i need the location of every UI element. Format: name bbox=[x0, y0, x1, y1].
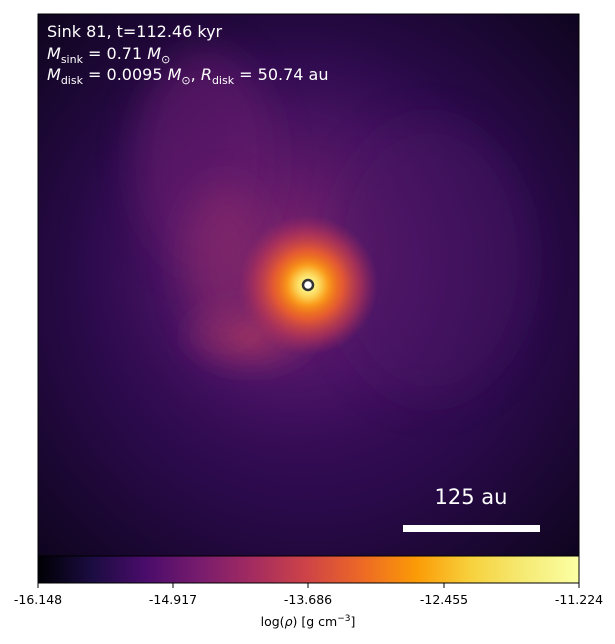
colorbar-tick-label: -16.148 bbox=[14, 592, 62, 607]
colorbar-tick-label: -12.455 bbox=[420, 592, 468, 607]
colorbar bbox=[37, 555, 580, 584]
colorbar-tick-label: -13.686 bbox=[284, 592, 332, 607]
colorbar-tick-label: -14.917 bbox=[149, 592, 197, 607]
annotation-line-1: Sink 81, t=112.46 kyr bbox=[47, 22, 223, 41]
annotation-line-3: Mdisk = 0.0095 M⊙, Rdisk = 50.74 au bbox=[47, 65, 329, 87]
colorbar-label: log(ρ) [g cm−3] bbox=[261, 614, 356, 629]
sink-marker bbox=[301, 278, 315, 292]
density-map bbox=[38, 14, 579, 556]
colorbar-ticks: -16.148 -14.917 -13.686 -12.455 -11.224 bbox=[14, 583, 603, 607]
scale-bar bbox=[403, 525, 540, 532]
scale-bar-label: 125 au bbox=[435, 485, 508, 509]
annotation-line-2: Msink = 0.71 M⊙ bbox=[47, 44, 170, 66]
colorbar-tick-label: -11.224 bbox=[555, 592, 603, 607]
right-diffuse-region bbox=[330, 120, 530, 400]
